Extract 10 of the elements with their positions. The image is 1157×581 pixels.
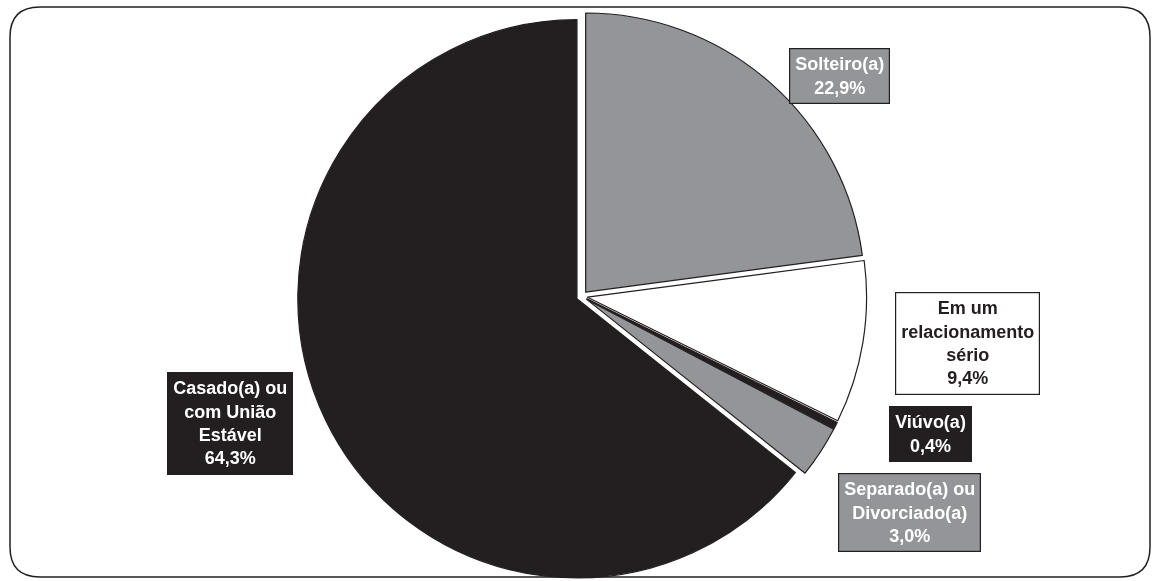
data-label: 64,3% bbox=[204, 448, 256, 469]
data-label: 9,4% bbox=[947, 368, 989, 389]
slice-label: Em um relacionamento sério bbox=[901, 298, 1035, 365]
data-label: 0,4% bbox=[910, 435, 952, 456]
slice-label: Viúvo(a) bbox=[895, 412, 966, 433]
data-label: 3,0% bbox=[889, 526, 931, 546]
slice-label: Casado(a) ou com União Estável bbox=[173, 378, 288, 445]
slice-label: Separado(a) ou Divorciado(a) bbox=[844, 479, 976, 523]
slice-label: Solteiro(a) bbox=[795, 54, 885, 75]
data-label: 22,9% bbox=[814, 77, 866, 98]
